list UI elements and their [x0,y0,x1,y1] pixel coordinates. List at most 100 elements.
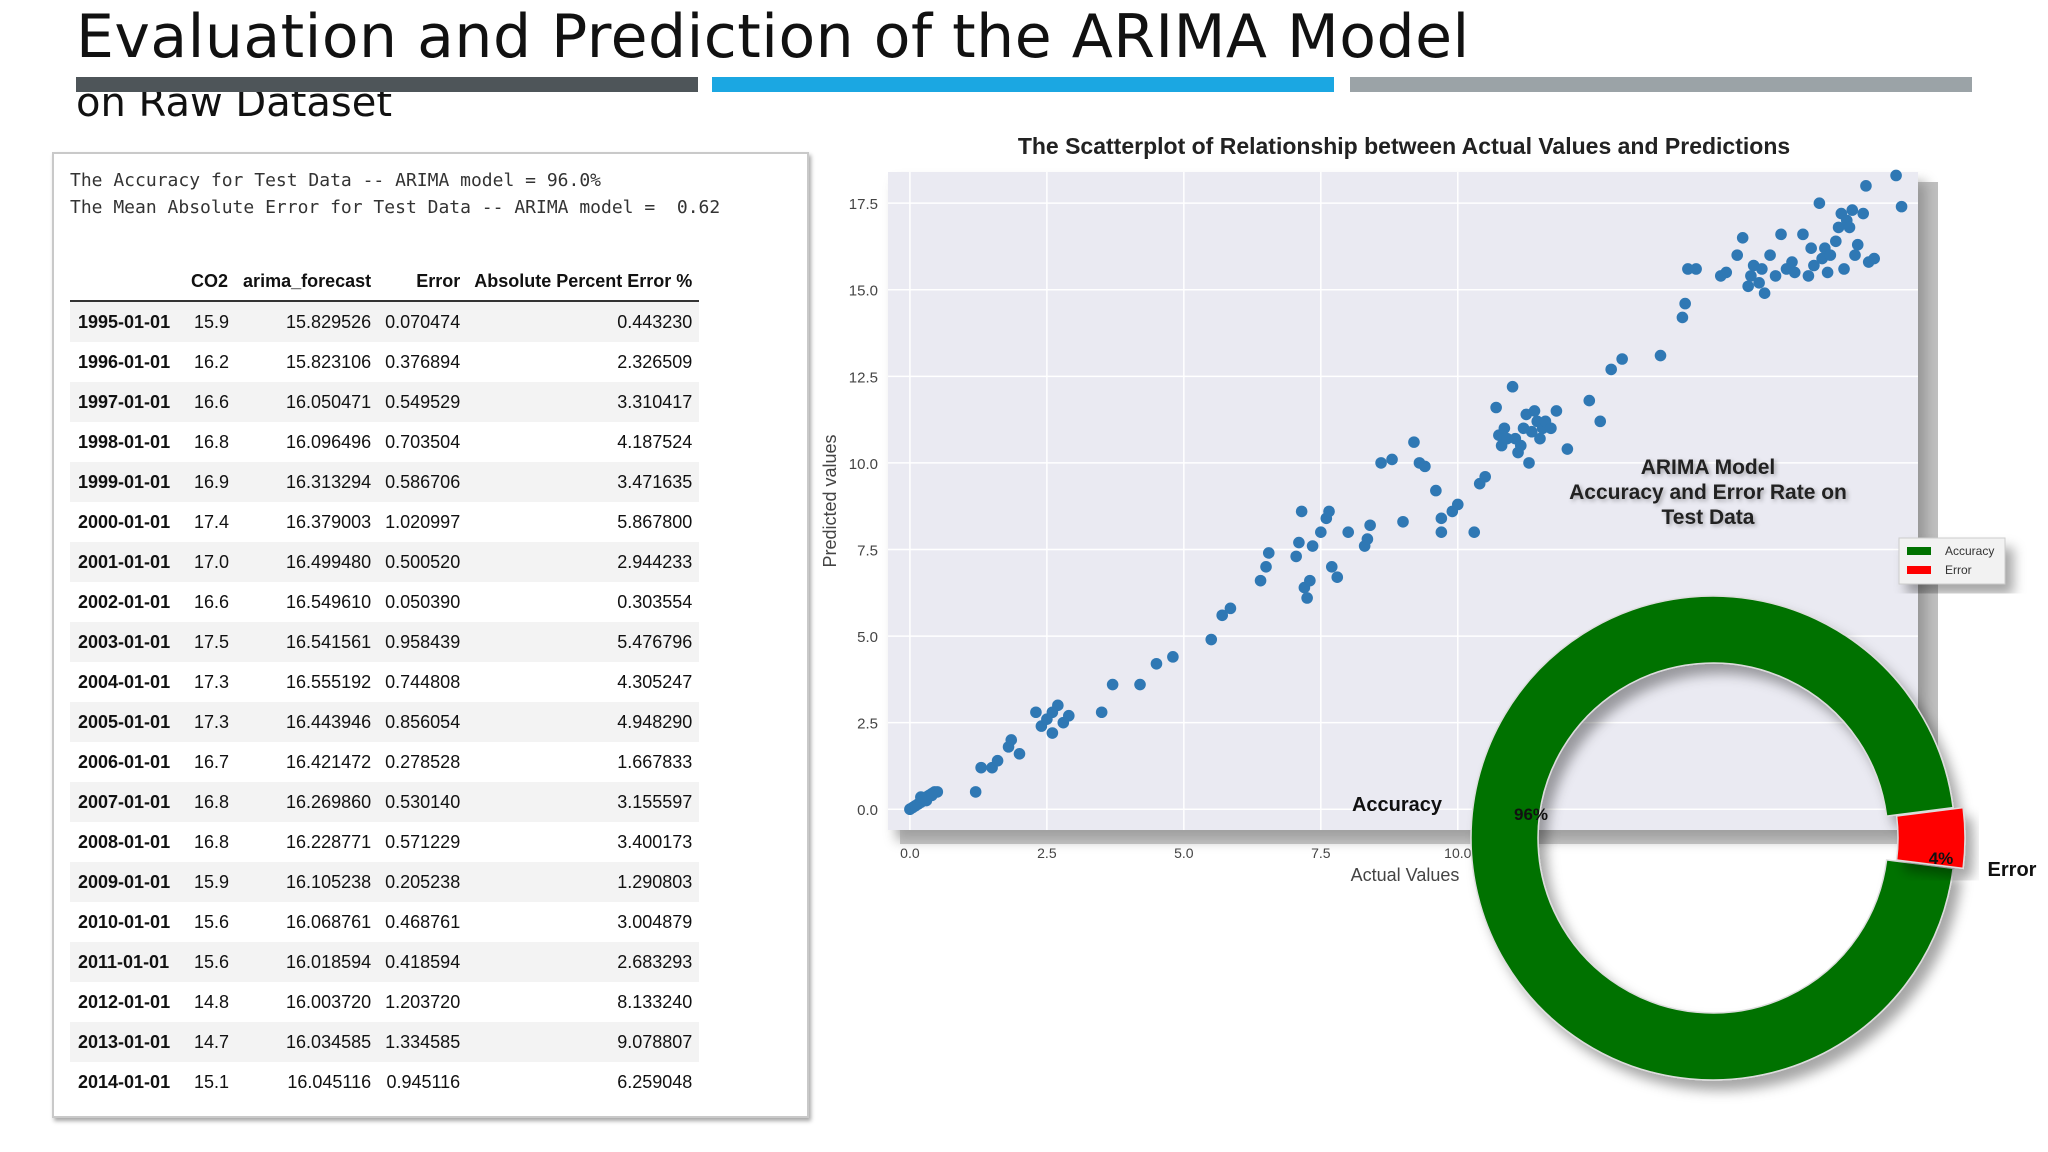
forecast-cell: 16.421472 [286,751,372,772]
co2-cell: 15.9 [184,862,237,902]
co2-cell: 16.8 [194,831,230,852]
error-cell: 0.050390 [385,591,461,612]
error-cell: 0.376894 [385,351,461,372]
scatter-point [1013,748,1026,760]
index-cell: 2012-01-01 [78,991,171,1012]
index-cell: 2009-01-01 [70,862,184,902]
donut-slice-accuracy [1470,595,1954,1081]
co2-header: CO2 [184,262,237,302]
scatter-point [1742,280,1754,293]
mae-line: The Mean Absolute Error for Test Data --… [70,197,721,218]
forecast-cell: 16.018594 [236,942,379,982]
scatter-point [1890,169,1902,182]
legend-swatch [1907,547,1931,555]
error-header: Error [378,262,468,302]
scatter-point [1046,727,1059,739]
scatter-point [1293,536,1305,549]
forecast-cell: 16.443946 [236,702,379,742]
x-tick-label: 2.5 [1037,845,1057,861]
scatter-point [1769,270,1782,282]
co2-cell: 15.9 [184,301,237,342]
scatter-point [1583,394,1596,407]
index-cell: 2010-01-01 [78,911,171,932]
forecast-cell: 16.379003 [286,511,372,532]
accuracy-line: The Accuracy for Test Data -- ARIMA mode… [70,170,602,191]
forecast-cell: 16.228771 [286,831,372,852]
scatter-point [1545,422,1557,435]
table-row: 2008-01-01 16.8 16.228771 0.571229 3.400173 [70,822,699,862]
table-header-row: CO2 arima_forecast Error Absolute Percen… [70,262,700,302]
ape-cell: 3.310417 [467,382,700,422]
scatter-point [1753,277,1765,289]
forecast-cell: 16.045116 [287,1071,372,1092]
scatter-title: The Scatterplot of Relationship between … [1018,133,1790,159]
accuracy-pct-label: 96% [1514,805,1548,824]
scatter-point [1430,484,1442,497]
x-tick-label: 7.5 [1311,845,1331,861]
index-cell: 2006-01-01 [78,751,171,772]
donut-title-line: Accuracy and Error Rate on [1569,481,1847,504]
header-bar-dark [76,77,698,92]
y-tick-label: 5.0 [857,629,878,646]
scatter-point [1323,505,1335,518]
scatter-point [1331,571,1344,583]
scatter-point [1315,526,1327,538]
scatter-point [1301,592,1313,604]
scatter-point [991,754,1004,767]
error-cell: 0.500520 [378,542,468,582]
co2-cell: 17.3 [194,671,230,692]
scatter-point [1062,709,1075,722]
ape-cell: 2.683293 [467,942,700,982]
error-cell: 0.586706 [378,462,468,502]
co2-cell: 16.8 [194,431,230,452]
index-cell: 1998-01-01 [78,431,171,452]
scatter-point [1851,238,1864,251]
forecast-cell: 16.034585 [236,1022,379,1062]
table-row: 2000-01-01 17.4 16.379003 1.020997 5.867800 [70,502,699,542]
scatter-point [1397,515,1409,528]
scatter-point [1805,242,1817,254]
error-cell: 0.205238 [378,862,468,902]
scatter-point [1690,263,1702,275]
ape-cell: 3.471635 [467,462,700,502]
index-cell: 2001-01-01 [70,542,184,582]
error-cell: 0.945116 [386,1071,461,1092]
ape-cell: 0.303554 [617,591,693,612]
index-cell: 2007-01-01 [70,782,184,822]
donut-title-line: ARIMA Model [1641,456,1776,479]
table-row: 2003-01-01 17.5 16.541561 0.958439 5.476796 [70,622,700,662]
table-row: 1995-01-01 15.9 15.829526 0.070474 0.443230 [70,301,700,342]
co2-cell: 16.9 [184,462,237,502]
scatter-point [1052,699,1064,712]
table-row: 2013-01-01 14.7 16.034585 1.334585 9.078807 [70,1022,700,1062]
error-cell: 0.549529 [378,382,468,422]
index-cell: 2014-01-01 [78,1071,171,1092]
table-row: 2001-01-01 17.0 16.499480 0.500520 2.944233 [70,542,700,582]
header-bar-blue [712,77,1334,92]
scatter-point [1745,270,1757,282]
ape-cell: 4.948290 [467,702,700,742]
donut-title-line: Test Data [1662,506,1755,529]
table-row: 2006-01-01 16.7 16.421472 0.278528 1.667833 [70,742,699,782]
ape-cell: 0.443230 [467,301,700,342]
forecast-cell: 16.096496 [286,431,372,452]
table-row: 2007-01-01 16.8 16.269860 0.530140 3.155597 [70,782,700,822]
forecast-cell: 16.003720 [286,991,372,1012]
scatter-right-shadow [1918,182,1938,856]
co2-cell: 15.6 [194,911,230,932]
error-cell: 0.418594 [378,942,468,982]
scatter-point [1468,526,1481,538]
index-cell: 2004-01-01 [78,671,171,692]
forecast-cell: 16.068761 [286,911,372,932]
scatter-point [975,761,987,774]
table-row: 2002-01-01 16.6 16.549610 0.050390 0.303554 [70,582,699,622]
scatter-point [1408,436,1420,448]
scatter-point [1134,678,1146,691]
error-cell: 0.530140 [378,782,468,822]
forecast-header: arima_forecast [236,262,379,302]
index-cell: 1999-01-01 [70,462,184,502]
index-header [70,262,184,302]
y-tick-label: 10.0 [849,456,878,473]
scatter-point [1550,405,1563,417]
scatter-point [1764,249,1776,261]
